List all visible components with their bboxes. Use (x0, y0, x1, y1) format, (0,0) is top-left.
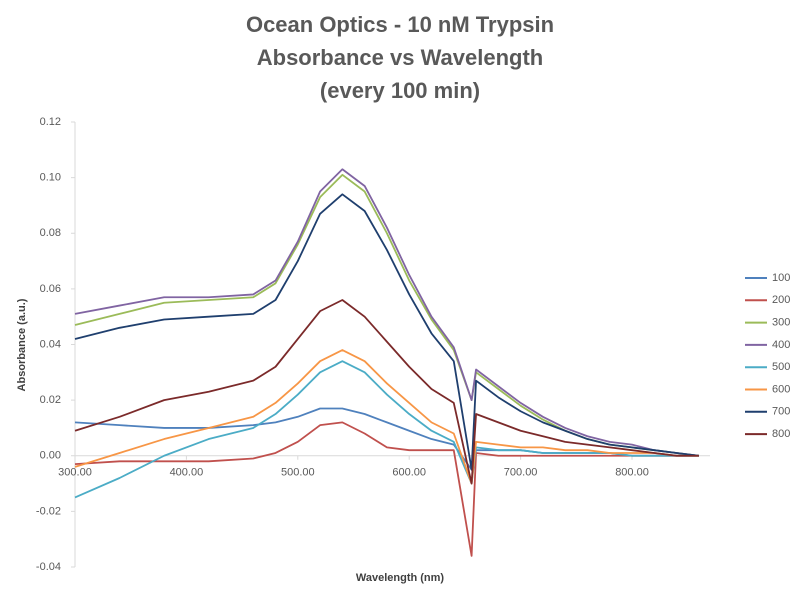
series-line (74, 168, 699, 457)
y-tick-label: 0.10 (40, 172, 61, 184)
chart-title: Absorbance vs Wavelength (257, 45, 543, 70)
y-tick-label: 0.02 (40, 394, 61, 406)
x-axis-title: Wavelength (nm) (356, 572, 445, 584)
y-tick-label: 0.00 (40, 450, 61, 462)
x-tick-label: 300.00 (58, 467, 92, 479)
x-tick-label: 700.00 (504, 467, 538, 479)
series-line (74, 193, 699, 471)
chart-title: Ocean Optics - 10 nM Trypsin (246, 12, 554, 37)
series-line (74, 421, 699, 557)
legend-label: 200 (772, 294, 790, 306)
legend-label: 400 (772, 339, 790, 351)
x-tick-label: 600.00 (392, 467, 426, 479)
y-tick-label: 0.12 (40, 116, 61, 128)
y-tick-label: 0.06 (40, 283, 61, 295)
series-line (74, 349, 699, 485)
legend-label: 500 (772, 361, 790, 373)
legend-label: 700 (772, 406, 790, 418)
x-tick-label: 500.00 (281, 467, 315, 479)
y-tick-label: 0.08 (40, 227, 61, 239)
y-tick-label: 0.04 (40, 338, 61, 350)
series-line (74, 173, 699, 457)
series-line (74, 299, 699, 485)
chart-title: (every 100 min) (320, 78, 480, 103)
legend-label: 300 (772, 317, 790, 329)
x-tick-label: 400.00 (170, 467, 204, 479)
x-tick-label: 800.00 (615, 467, 649, 479)
y-tick-label: -0.04 (36, 561, 61, 573)
y-tick-label: -0.02 (36, 505, 61, 517)
y-axis-title: Absorbance (a.u.) (16, 298, 28, 391)
legend-label: 100 (772, 272, 790, 284)
legend-label: 800 (772, 428, 790, 440)
legend-label: 600 (772, 383, 790, 395)
